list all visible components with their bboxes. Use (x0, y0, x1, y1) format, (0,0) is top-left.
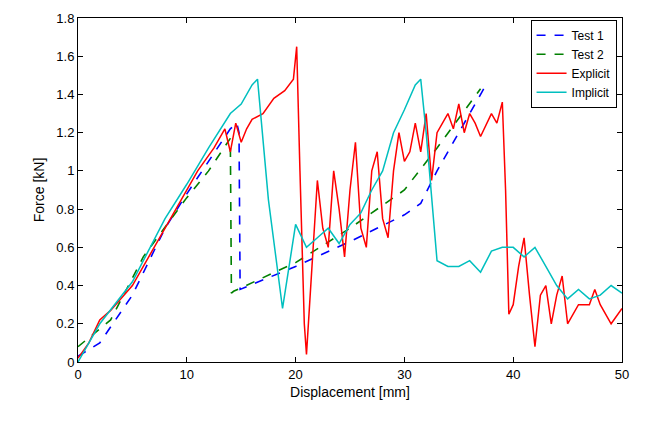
svg-text:1.4: 1.4 (56, 87, 74, 102)
svg-text:0.2: 0.2 (56, 316, 74, 331)
svg-text:0.8: 0.8 (56, 202, 74, 217)
svg-text:50: 50 (615, 367, 629, 382)
svg-text:1.8: 1.8 (56, 11, 74, 26)
svg-text:30: 30 (397, 367, 411, 382)
svg-text:0.6: 0.6 (56, 240, 74, 255)
svg-text:Test 1: Test 1 (572, 29, 604, 43)
svg-text:1.2: 1.2 (56, 125, 74, 140)
svg-text:1: 1 (67, 163, 74, 178)
svg-text:Force [kN]: Force [kN] (31, 158, 47, 223)
svg-text:Explicit: Explicit (572, 67, 611, 81)
svg-text:Displacement [mm]: Displacement [mm] (290, 384, 410, 400)
svg-text:0: 0 (74, 367, 81, 382)
svg-text:1.6: 1.6 (56, 49, 74, 64)
svg-text:20: 20 (288, 367, 302, 382)
svg-text:10: 10 (180, 367, 194, 382)
svg-text:Implicit: Implicit (572, 86, 610, 100)
svg-text:0.4: 0.4 (56, 278, 74, 293)
svg-text:40: 40 (506, 367, 520, 382)
svg-text:0: 0 (67, 355, 74, 370)
svg-text:Test 2: Test 2 (572, 48, 604, 62)
